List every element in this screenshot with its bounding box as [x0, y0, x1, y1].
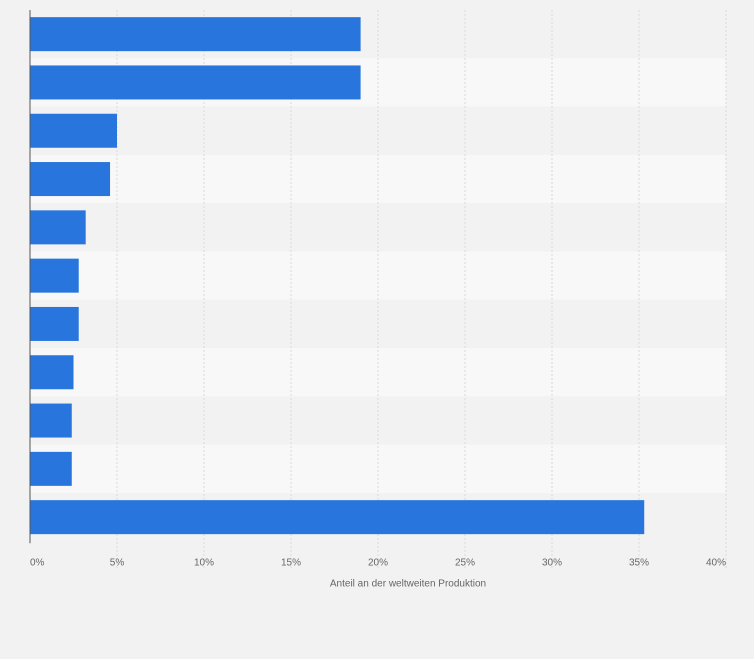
- bar-10: [30, 451, 72, 486]
- bar-4: [30, 162, 111, 197]
- x-tick-label: 5%: [110, 557, 125, 568]
- bar-11: [30, 500, 645, 535]
- bars: [30, 17, 645, 535]
- x-tick-label: 10%: [194, 557, 214, 568]
- x-tick-label: 15%: [281, 557, 301, 568]
- row-band: [30, 348, 726, 397]
- x-tick-label: 35%: [629, 557, 649, 568]
- bar-8: [30, 355, 74, 390]
- row-band: [30, 444, 726, 493]
- bar-7: [30, 306, 79, 341]
- gridlines: [116, 10, 727, 570]
- bar-2: [30, 65, 361, 100]
- bar-3: [30, 113, 117, 148]
- row-band: [30, 396, 726, 445]
- x-tick-label: 40%: [706, 557, 726, 568]
- x-tick-labels: 0% 5% 10% 15% 20% 25% 30% 35% 40%: [30, 557, 726, 568]
- x-tick-label: 20%: [368, 557, 388, 568]
- bar-9: [30, 403, 72, 438]
- x-tick-label: 0%: [30, 557, 45, 568]
- x-tick-label: 30%: [542, 557, 562, 568]
- bar-6: [30, 258, 79, 293]
- x-tick-label: 25%: [455, 557, 475, 568]
- bar-1: [30, 17, 361, 52]
- bar-5: [30, 210, 86, 245]
- x-axis-title: Anteil an der weltweiten Produktion: [330, 578, 486, 589]
